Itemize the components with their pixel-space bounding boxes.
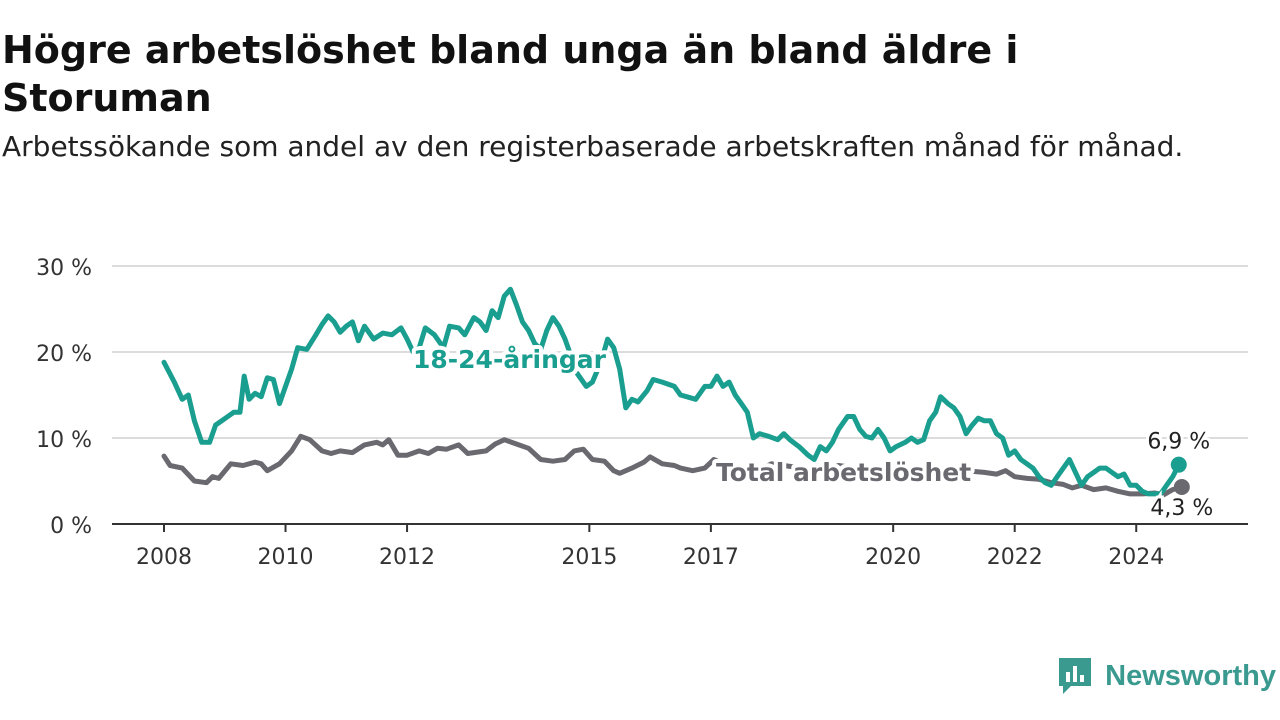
chart-title: Högre arbetslöshet bland unga än bland ä… (2, 28, 1019, 120)
series-end-label: 6,9 % (1147, 430, 1210, 455)
chart-subtitle: Arbetssökande som andel av den registerb… (2, 130, 1184, 163)
y-tick-label: 0 % (50, 514, 92, 539)
x-tick-label: 2022 (987, 545, 1043, 570)
series-label-total: Total arbetslöshet (716, 458, 971, 487)
series-end-label: 4,3 % (1150, 496, 1213, 521)
series-endpoint-total (1173, 479, 1190, 496)
brand-name: Newsworthy (1105, 659, 1276, 692)
series-endpoint-youth (1170, 456, 1187, 473)
newsworthy-logo-icon (1059, 658, 1092, 694)
y-tick-label: 10 % (36, 428, 92, 453)
y-tick-label: 30 % (36, 256, 92, 281)
x-tick-label: 2017 (683, 545, 739, 570)
y-tick-label: 20 % (36, 342, 92, 367)
brand-logo: Newsworthy (1057, 654, 1276, 698)
x-tick-label: 2015 (561, 545, 617, 570)
x-tick-label: 2012 (379, 545, 435, 570)
x-tick-label: 2024 (1108, 545, 1164, 570)
x-tick-label: 2010 (258, 545, 314, 570)
x-tick-label: 2008 (136, 545, 192, 570)
x-tick-label: 2020 (865, 545, 921, 570)
series-line-youth (161, 286, 1182, 497)
series-line-total (161, 433, 1185, 498)
series-label-youth: 18-24-åringar (413, 345, 607, 374)
